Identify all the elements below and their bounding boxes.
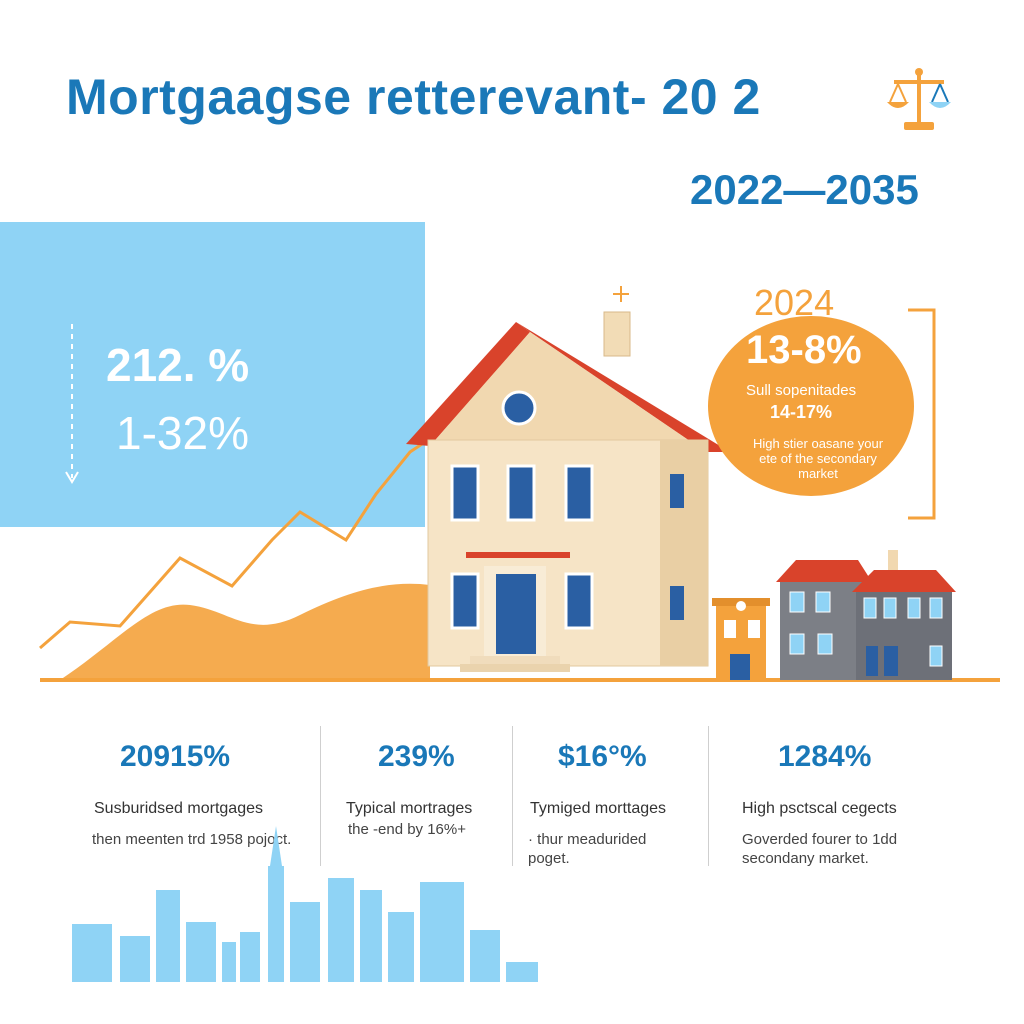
bracket-decoration: [908, 308, 936, 520]
callout-year: 2024: [754, 282, 835, 323]
down-arrow-icon: [65, 324, 79, 484]
date-range: 2022—2035: [690, 166, 919, 213]
stat-value-subsidized: 20915%: [120, 740, 231, 773]
main-house: [406, 286, 730, 672]
stat-value-high: 1284%: [778, 740, 872, 773]
stat-label-tymiged: Tymiged morttages: [530, 800, 667, 817]
trend-line: [39, 438, 429, 650]
callout-circle: [708, 316, 914, 496]
stat-note-high: Goverded fourer to 1dd secondany market.: [742, 831, 898, 867]
stat-label-typical: Typical mortrages: [346, 800, 473, 817]
stat-value-tymiged: $16°%: [558, 740, 647, 773]
small-houses: [712, 550, 956, 680]
stat-note-subsidized: then meenten trd 1958 pojoct.: [92, 831, 292, 848]
blue-stat-panel: [0, 222, 425, 527]
scales-icon: [887, 68, 951, 130]
stat-note-typical: the -end by 16%+: [348, 821, 467, 838]
blue-panel-stat-secondary: 1-32%: [116, 407, 249, 459]
stat-note-tymiged: · thur meadurided poget.: [528, 831, 647, 867]
blue-panel-stat-primary: 212. %: [106, 339, 250, 391]
city-skyline: [72, 826, 538, 982]
stat-divider: [512, 726, 513, 866]
stat-divider: [708, 726, 709, 866]
callout-stat: 13-8%: [746, 328, 862, 372]
callout-substat: 14-17%: [770, 402, 833, 422]
callout-subtitle: Sull sopenitades: [746, 382, 857, 399]
stat-label-high: High psctscal cegects: [742, 800, 897, 817]
stat-value-typical: 239%: [378, 740, 455, 773]
callout-note: High stier oasane your ete of the second…: [752, 436, 884, 481]
house-illustration: [39, 286, 1000, 682]
page-title: Mortgaagse retterevant- 20 2: [66, 69, 761, 125]
stat-divider: [320, 726, 321, 866]
stat-label-subsidized: Susburidsed mortgages: [94, 800, 263, 817]
